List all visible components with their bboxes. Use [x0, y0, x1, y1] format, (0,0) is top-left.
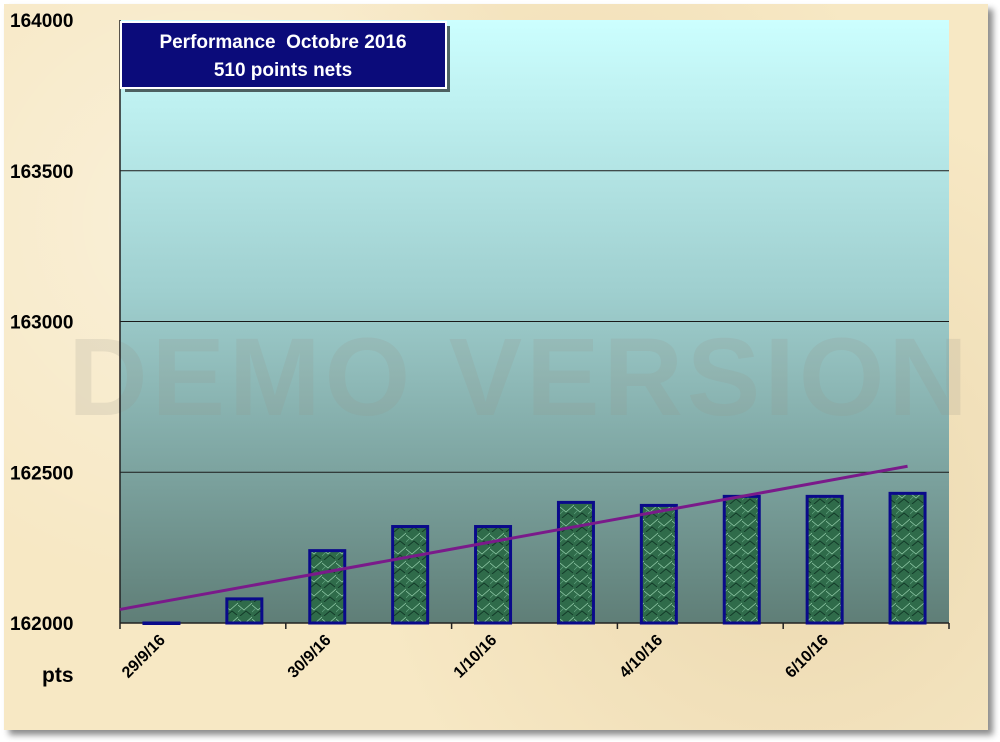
bar: [888, 491, 927, 625]
bar-series: [142, 491, 927, 625]
y-unit-label: pts: [42, 664, 74, 687]
x-tick-label: 29/9/16: [119, 632, 169, 682]
watermark: DEMO VERSION: [68, 316, 972, 439]
x-tick-label: 30/9/16: [285, 632, 335, 682]
y-tick-label: 163500: [10, 162, 73, 183]
y-tick-labels: 164000 163500 163000 162500 162000: [10, 11, 73, 635]
bar: [142, 621, 181, 625]
trendline: [119, 464, 908, 611]
x-tick-marks: [119, 623, 950, 629]
x-tick-labels: 29/9/16 30/9/16 1/10/16 4/10/16 6/10/16: [119, 632, 832, 682]
y-tick-label: 162500: [10, 463, 73, 484]
bar: [556, 500, 595, 625]
bar: [308, 549, 347, 625]
y-tick-label: 162000: [10, 614, 73, 635]
bar: [722, 494, 761, 625]
title-box: Performance Octobre 2016 510 points nets: [120, 21, 450, 92]
x-tick-label: 6/10/16: [782, 632, 832, 682]
chart-subtitle: 510 points nets: [214, 60, 352, 81]
bar: [225, 597, 264, 625]
bar: [805, 494, 844, 625]
y-tick-label: 164000: [10, 11, 73, 32]
x-tick-label: 4/10/16: [616, 632, 666, 682]
y-tick-label: 163000: [10, 313, 73, 334]
bar: [639, 503, 678, 625]
x-tick-label: 1/10/16: [451, 632, 501, 682]
chart-title: Performance Octobre 2016: [159, 32, 406, 53]
bar: [391, 525, 430, 625]
